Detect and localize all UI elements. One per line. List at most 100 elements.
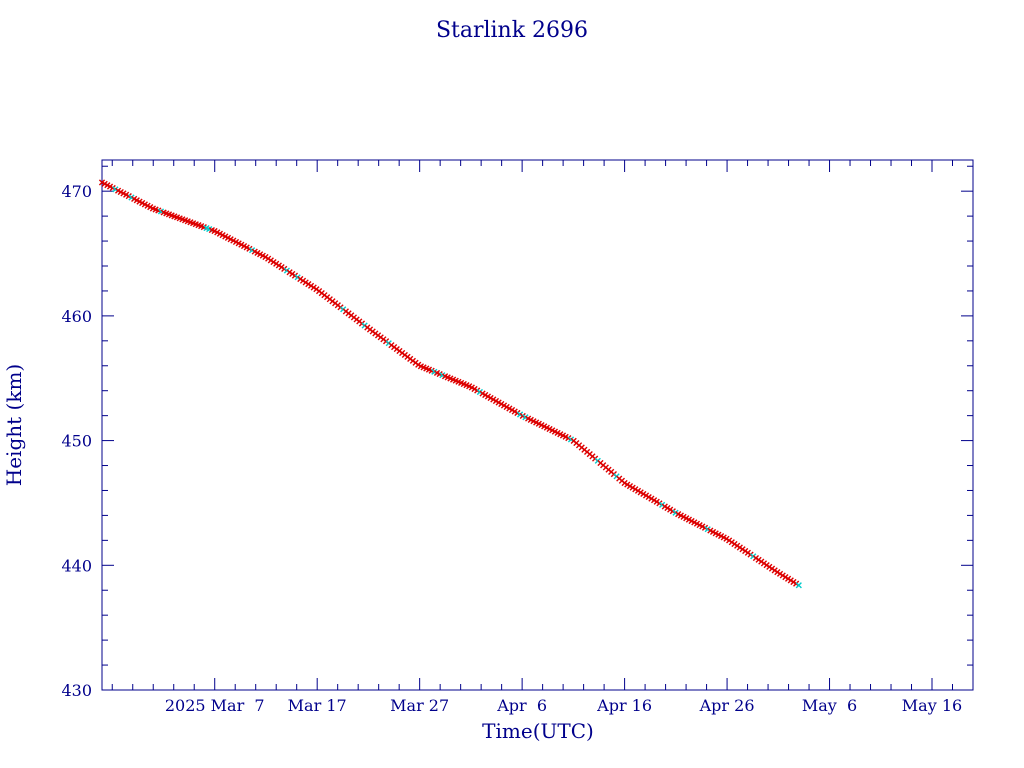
data-point-stroke <box>525 415 532 422</box>
data-point-stroke <box>190 220 197 227</box>
data-point-stroke <box>645 493 652 501</box>
data-point-stroke <box>192 221 199 228</box>
data-point-stroke <box>538 421 545 429</box>
x-tick-label: May 6 <box>802 696 857 715</box>
data-point-stroke <box>208 226 215 234</box>
data-point-stroke <box>533 419 540 426</box>
data-point-stroke <box>664 504 671 512</box>
data-point-stroke <box>133 197 140 204</box>
data-point-stroke <box>498 400 505 408</box>
x-tick-label: Apr 26 <box>699 696 755 715</box>
data-point-stroke <box>621 479 628 487</box>
data-point-stroke <box>101 180 108 187</box>
data-point-stroke <box>653 498 660 505</box>
data-point-stroke <box>114 187 122 194</box>
data-point-stroke <box>466 383 473 390</box>
data-point-stroke <box>238 241 245 248</box>
data-point-stroke <box>147 204 154 211</box>
data-point-stroke <box>447 375 454 382</box>
data-point-stroke <box>707 527 714 534</box>
data-point-stroke <box>232 238 240 246</box>
y-tick-label: 430 <box>61 681 92 700</box>
y-tick-labels: 430 440 450 460 470 <box>61 182 92 700</box>
x-tick-label: Mar 17 <box>288 696 347 715</box>
y-tick-label: 460 <box>61 307 92 326</box>
data-point-stroke <box>431 368 438 375</box>
data-point-stroke <box>637 489 644 496</box>
data-point-stroke <box>535 420 542 427</box>
x-tick-label: Mar 27 <box>390 696 449 715</box>
data-point-stroke <box>669 508 676 515</box>
plot-border <box>101 159 974 691</box>
data-point-stroke <box>155 207 162 214</box>
data-point-stroke <box>117 188 124 196</box>
data-point-stroke <box>522 414 529 421</box>
data-point-stroke <box>458 379 465 387</box>
data-point-stroke <box>559 432 567 439</box>
data-point-stroke <box>675 511 682 518</box>
data-point-stroke <box>715 531 722 538</box>
data-point-stroke <box>109 184 116 192</box>
data-point-stroke <box>634 487 642 494</box>
data-point-stroke <box>200 224 207 231</box>
trend-series <box>101 181 800 586</box>
data-point-stroke <box>206 225 213 233</box>
y-tick-label: 450 <box>61 432 92 451</box>
data-point-stroke <box>784 575 792 582</box>
data-point-stroke <box>519 412 526 420</box>
data-point-stroke <box>787 577 794 584</box>
data-point-stroke <box>549 427 556 434</box>
minor-ticks <box>102 160 974 690</box>
data-point-stroke <box>468 384 475 391</box>
x-tick-label: May 16 <box>902 696 962 715</box>
data-point-stroke <box>693 520 701 527</box>
data-point-stroke <box>203 224 210 232</box>
data-point-stroke <box>508 406 516 414</box>
data-point-stroke <box>500 402 508 409</box>
data-point-stroke <box>171 213 178 220</box>
data-point-stroke <box>235 240 242 247</box>
data-point-stroke <box>683 515 690 522</box>
data-point-stroke <box>640 490 647 498</box>
data-point-stroke <box>503 403 510 411</box>
data-point-stroke <box>163 210 170 217</box>
data-point-stroke <box>774 569 781 576</box>
data-point-stroke <box>104 182 111 189</box>
data-point-stroke <box>546 425 553 433</box>
data-point-stroke <box>216 230 224 237</box>
data-point-stroke <box>417 363 425 370</box>
data-point-stroke <box>181 217 189 224</box>
data-point-stroke <box>120 190 127 197</box>
x-tick-label: 2025 Mar 7 <box>165 696 265 715</box>
data-point-stroke <box>219 232 226 239</box>
data-point-stroke <box>243 244 250 251</box>
data-point-stroke <box>246 245 253 252</box>
data-point-stroke <box>179 216 186 223</box>
data-point-stroke <box>254 249 261 257</box>
data-point-stroke <box>782 573 789 581</box>
data-point-stroke <box>420 364 427 371</box>
y-tick-label: 470 <box>61 182 92 201</box>
y-tick-label: 440 <box>61 556 92 575</box>
data-point-stroke <box>709 528 717 536</box>
data-point-stroke <box>433 369 441 377</box>
data-point-stroke <box>455 378 462 385</box>
data-point-stroke <box>230 237 237 244</box>
data-point-stroke <box>632 486 639 493</box>
data-point-stroke <box>516 411 524 418</box>
data-point-stroke <box>557 431 564 438</box>
data-point-stroke <box>471 385 478 393</box>
x-tick-labels: 2025 Mar 7 Mar 17 Mar 27 Apr 6 Apr 16 Apr 26 M… <box>165 696 962 715</box>
data-point-stroke <box>701 524 709 531</box>
data-point-stroke <box>425 366 433 373</box>
data-point-stroke <box>144 202 151 209</box>
data-point-stroke <box>428 367 435 374</box>
x-tick-label: Apr 16 <box>596 696 652 715</box>
data-point-stroke <box>543 424 550 431</box>
data-point-stroke <box>562 433 569 440</box>
data-point-stroke <box>661 503 668 510</box>
data-point-stroke <box>128 194 135 201</box>
data-point-stroke <box>717 532 725 540</box>
data-point-stroke <box>165 211 173 218</box>
